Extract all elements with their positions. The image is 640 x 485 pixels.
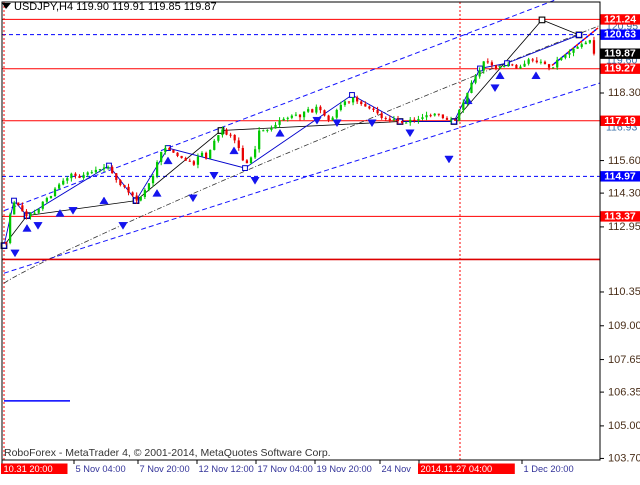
svg-text:24 Nov: 24 Nov [382,464,412,474]
svg-text:RoboForex - MetaTrader 4, © 20: RoboForex - MetaTrader 4, © 2001-2014, M… [4,447,331,459]
svg-text:112.95: 112.95 [608,221,640,233]
svg-text:105.00: 105.00 [608,420,640,432]
svg-text:117.19: 117.19 [604,115,636,127]
svg-text:USDJPY,H4 119.90 119.91 119.8: USDJPY,H4 119.90 119.91 119.85 119.87 [14,1,217,13]
svg-text:120.63: 120.63 [604,29,636,41]
svg-text:1 Dec 20:00: 1 Dec 20:00 [524,464,574,474]
svg-text:19 Nov 20:00: 19 Nov 20:00 [317,464,372,474]
svg-text:114.30: 114.30 [608,187,640,199]
svg-text:109.00: 109.00 [608,320,640,332]
svg-text:119.87: 119.87 [604,48,636,60]
svg-text:10.31 20:00: 10.31 20:00 [4,464,53,474]
svg-text:12 Nov 12:00: 12 Nov 12:00 [199,464,254,474]
svg-text:110.35: 110.35 [608,286,640,298]
svg-text:107.65: 107.65 [608,354,640,366]
svg-text:121.24: 121.24 [604,13,636,25]
svg-text:103.70: 103.70 [608,453,640,465]
svg-text:2014.11.27 04:00: 2014.11.27 04:00 [421,464,493,474]
svg-text:118.30: 118.30 [608,87,640,99]
svg-text:119.27: 119.27 [604,63,636,75]
svg-text:106.35: 106.35 [608,386,640,398]
svg-text:17 Nov 04:00: 17 Nov 04:00 [258,464,313,474]
svg-text:115.60: 115.60 [608,155,640,167]
svg-text:114.97: 114.97 [604,170,636,182]
svg-text:5 Nov 04:00: 5 Nov 04:00 [76,464,126,474]
svg-text:7 Nov 20:00: 7 Nov 20:00 [140,464,190,474]
